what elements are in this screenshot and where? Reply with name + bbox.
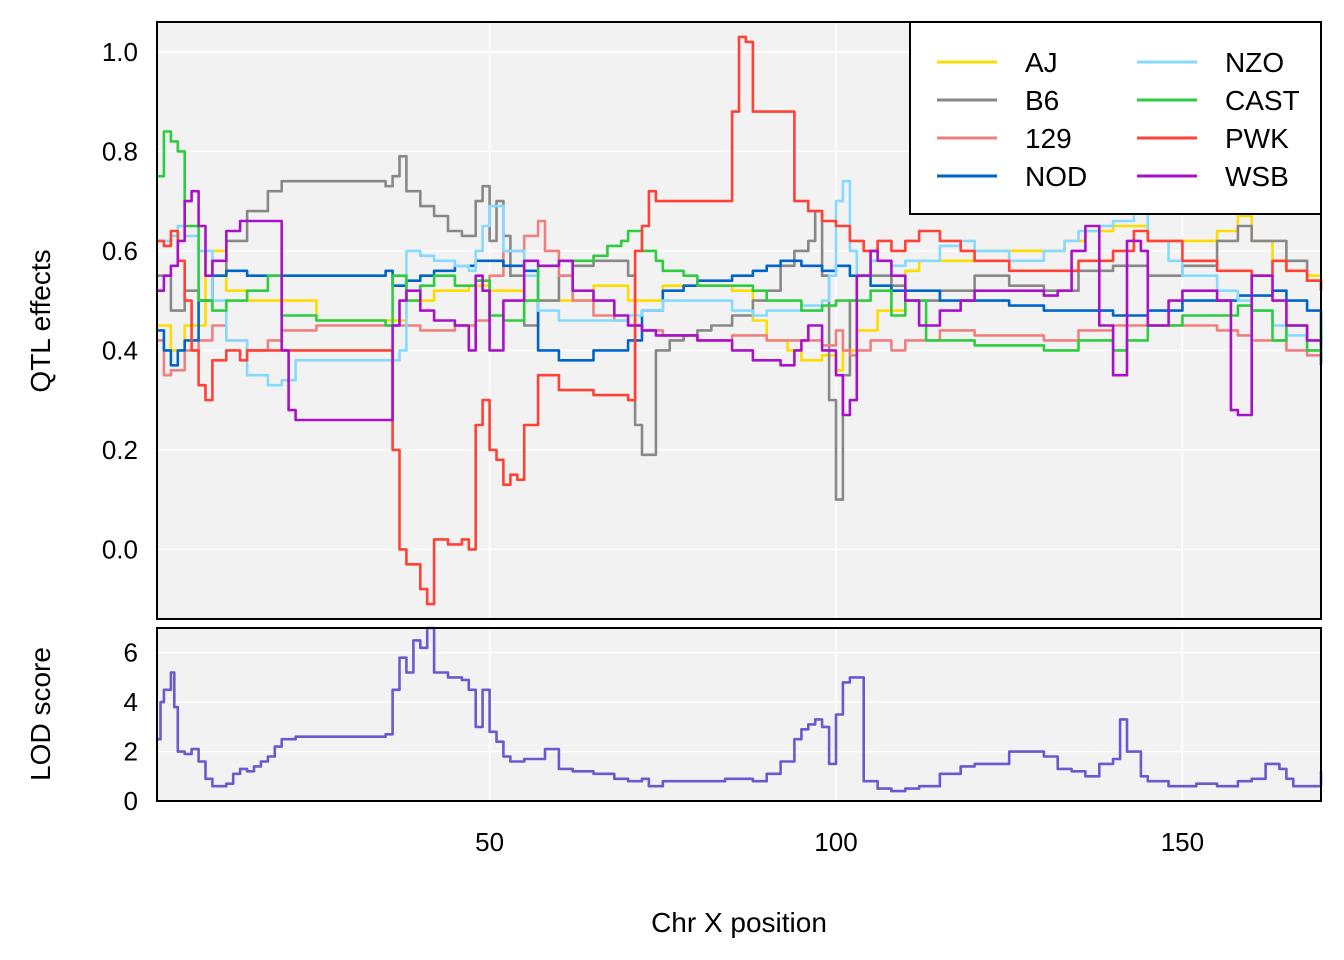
legend-label-129: 129 xyxy=(1025,123,1072,154)
series-line-nzo xyxy=(157,179,1323,387)
legend: AJ B6 129 NOD NZO CAST PWK WSB xyxy=(909,21,1322,215)
qtl-effects-ytick-label: 1.0 xyxy=(102,37,138,67)
lod-score-border xyxy=(156,627,1322,802)
lod-score-background xyxy=(157,628,1321,801)
legend-box xyxy=(909,21,1322,215)
qtl-effects-ytick-label: 0.2 xyxy=(102,435,138,465)
lod-score-ylabel: LOD score xyxy=(25,647,56,781)
lod-score-ytick-label: 6 xyxy=(124,638,138,668)
series-line-b6 xyxy=(157,155,1323,501)
qtl-effects-border xyxy=(156,21,1322,620)
x-tick-label: 100 xyxy=(814,827,857,857)
qtl-effects-ylabel: QTL effects xyxy=(25,249,56,392)
series-line-lod xyxy=(157,626,1323,793)
legend-label-nzo: NZO xyxy=(1225,47,1284,78)
legend-label-aj: AJ xyxy=(1025,47,1058,78)
x-tick-label: 50 xyxy=(475,827,504,857)
lod-score-ytick-label: 4 xyxy=(124,687,138,717)
legend-label-nod: NOD xyxy=(1025,161,1087,192)
lod-score-panel: 0 2 4 6 50 100 150 xyxy=(124,626,1323,857)
qtl-effects-ytick-label: 0.0 xyxy=(102,534,138,564)
legend-label-cast: CAST xyxy=(1225,85,1300,116)
lod-score-ytick-label: 0 xyxy=(124,786,138,816)
qtl-effects-ytick-label: 0.8 xyxy=(102,136,138,166)
x-tick-label: 150 xyxy=(1161,827,1204,857)
legend-label-wsb: WSB xyxy=(1225,161,1289,192)
legend-label-b6: B6 xyxy=(1025,85,1059,116)
qtl-effects-ytick-label: 0.6 xyxy=(102,236,138,266)
qtl-effects-ytick-label: 0.4 xyxy=(102,335,138,365)
legend-label-pwk: PWK xyxy=(1225,123,1289,154)
lod-score-ytick-label: 2 xyxy=(124,737,138,767)
series-line-wsb xyxy=(157,189,1323,422)
x-axis-label: Chr X position xyxy=(651,907,827,938)
